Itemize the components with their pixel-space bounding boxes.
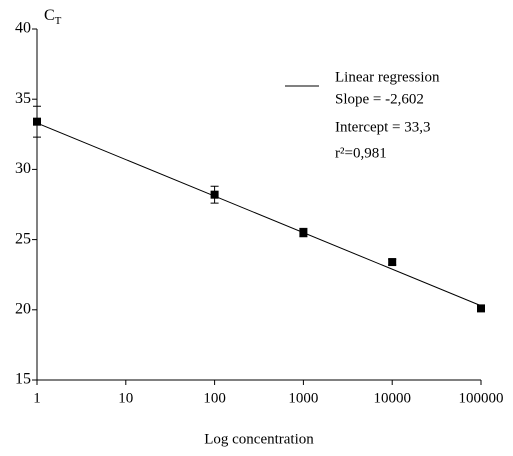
legend-label: Linear regression [335,69,440,85]
y-axis-label: CT [44,7,62,27]
point [210,190,219,199]
x-tick-label: 100000 [459,390,504,406]
intercept-label: Intercept = 33,3 [335,119,431,135]
y-tick-label: 35 [15,90,31,107]
x-tick-label: 10000 [373,390,411,406]
x-tick-label: 1000 [288,390,318,406]
regression-line [36,122,482,307]
y-tick-label: 20 [15,300,31,317]
x-axis-label: Log concentration [204,431,314,447]
r2-label: r²=0,981 [335,145,387,161]
x-tick-label: 100 [203,390,226,406]
slope-label: Slope = -2,602 [335,91,424,107]
y-tick-label: 15 [15,371,31,388]
y-tick-label: 30 [15,160,31,177]
y-tick-label: 40 [15,20,31,37]
point [33,117,41,126]
point [388,258,397,267]
point [477,304,485,313]
x-tick-label: 1 [33,390,41,406]
point [299,228,308,237]
x-tick-label: 10 [118,390,133,406]
y-tick-label: 25 [15,230,31,247]
